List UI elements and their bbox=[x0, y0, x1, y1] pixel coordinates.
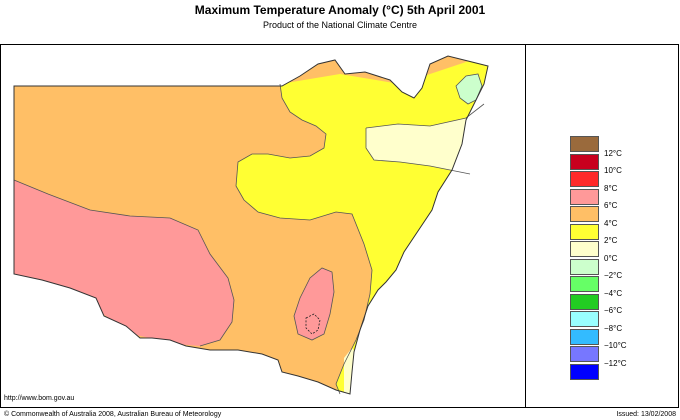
map-title: Maximum Temperature Anomaly (°C) 5th Apr… bbox=[194, 3, 486, 17]
legend-swatch bbox=[570, 311, 599, 327]
anomaly-band-6-8-east bbox=[294, 268, 334, 340]
website-url: http://www.bom.gov.au bbox=[4, 395, 75, 402]
contour-6-degree bbox=[13, 179, 235, 347]
legend-swatch bbox=[570, 276, 599, 292]
legend-label: 12°C bbox=[604, 148, 622, 158]
map-subtitle: Product of the National Climate Centre bbox=[262, 20, 418, 30]
legend-label: 2°C bbox=[604, 236, 618, 245]
legend-swatch bbox=[570, 241, 599, 257]
nsw-anomaly-map bbox=[13, 55, 489, 395]
map-frame bbox=[0, 44, 679, 408]
legend-label: −6°C bbox=[604, 306, 623, 315]
legend-swatch bbox=[570, 363, 599, 380]
legend-label: 10°C bbox=[604, 166, 622, 175]
legend-label: −10°C bbox=[604, 341, 627, 350]
legend-label: −4°C bbox=[604, 288, 623, 298]
legend-label: 6°C bbox=[604, 201, 618, 210]
contour-6-degree-east bbox=[293, 267, 335, 341]
legend-swatch bbox=[570, 346, 599, 362]
act-border bbox=[305, 313, 321, 335]
anomaly-band-minus2-0 bbox=[456, 74, 482, 104]
legend-swatch bbox=[570, 171, 599, 187]
copyright-notice: © Commonwealth of Australia 2008, Austra… bbox=[4, 411, 222, 418]
legend-swatch bbox=[570, 223, 599, 240]
legend-swatch bbox=[570, 188, 599, 205]
legend-swatch bbox=[570, 293, 599, 310]
legend-swatch bbox=[570, 206, 599, 222]
contour-2-degree bbox=[365, 103, 485, 175]
legend-label: 0°C bbox=[604, 253, 618, 263]
legend-label: −12°C bbox=[604, 358, 627, 368]
legend-label: 8°C bbox=[604, 183, 618, 193]
legend-label: −2°C bbox=[604, 271, 623, 280]
anomaly-band-6-8 bbox=[14, 180, 234, 346]
legend-swatch bbox=[570, 258, 599, 275]
anomaly-band-0-2-south bbox=[344, 348, 358, 394]
legend-swatch bbox=[570, 328, 599, 345]
legend-divider bbox=[525, 44, 526, 408]
legend-label: 4°C bbox=[604, 218, 618, 228]
legend-label: −8°C bbox=[604, 323, 623, 333]
legend-swatch bbox=[570, 153, 599, 170]
legend-swatch bbox=[570, 136, 599, 152]
issued-date: Issued: 13/02/2008 bbox=[616, 411, 676, 418]
